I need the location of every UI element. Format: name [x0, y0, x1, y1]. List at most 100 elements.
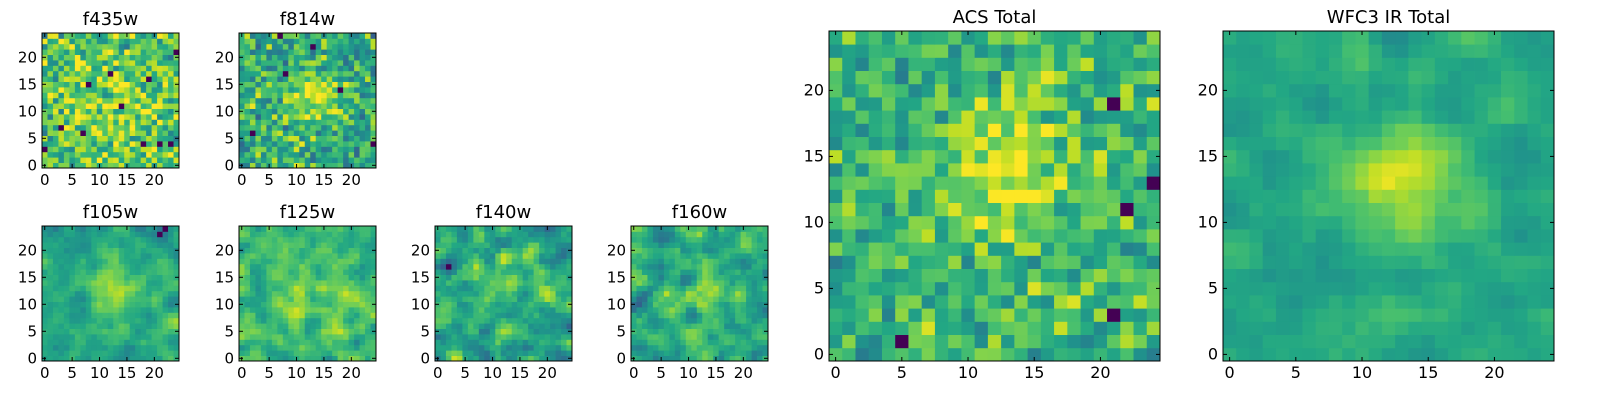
heatmap-cell — [987, 44, 1002, 58]
heatmap-cell — [47, 274, 54, 281]
heatmap-cell — [69, 70, 76, 77]
heatmap-cell — [277, 247, 284, 254]
heatmap-cell — [762, 280, 769, 286]
heatmap-cell — [528, 296, 535, 302]
heatmap-cell — [343, 54, 349, 61]
heatmap-cell — [1027, 215, 1042, 230]
heatmap-cell — [544, 307, 551, 313]
heatmap-cell — [435, 231, 441, 238]
heatmap-cell — [631, 253, 637, 259]
heatmap-cell — [173, 60, 180, 66]
heatmap-cell — [162, 280, 169, 286]
heatmap-cell — [113, 253, 120, 259]
heatmap-cell — [63, 141, 70, 147]
heatmap-cell — [961, 334, 976, 349]
heatmap-cell — [310, 114, 317, 120]
heatmap-cell — [663, 350, 670, 356]
heatmap-cell — [669, 242, 676, 248]
heatmap-cell — [456, 226, 463, 232]
heatmap-cell — [680, 296, 687, 302]
heatmap-cell — [462, 290, 469, 297]
heatmap-cell — [359, 355, 366, 362]
heatmap-cell — [85, 236, 92, 243]
heatmap-cell — [1067, 110, 1081, 124]
heatmap-cell — [310, 119, 317, 126]
heatmap-cell — [934, 31, 949, 45]
heatmap-cell — [473, 269, 480, 275]
heatmap-cell — [685, 258, 692, 265]
heatmap-cell — [1262, 347, 1277, 362]
heatmap-cell — [266, 119, 273, 126]
heatmap-cell — [1223, 321, 1237, 335]
heatmap-cell — [1487, 202, 1502, 217]
heatmap-cell — [555, 355, 562, 362]
heatmap-cell — [124, 312, 131, 319]
heatmap-cell — [282, 151, 289, 158]
heatmap-cell — [729, 290, 736, 297]
heatmap-cell — [1120, 229, 1134, 243]
heatmap-cell — [561, 274, 567, 281]
heatmap-cell — [151, 38, 158, 45]
heatmap-cell — [1080, 176, 1095, 190]
heatmap-cell — [1408, 334, 1422, 349]
heatmap-cell — [85, 328, 92, 335]
heatmap-cell — [337, 280, 344, 286]
heatmap-cell — [52, 296, 59, 302]
heatmap-cell — [343, 317, 349, 324]
heatmap-cell — [961, 57, 976, 71]
heatmap-cell — [151, 141, 158, 147]
heatmap-cell — [467, 236, 474, 243]
heatmap-cell — [52, 130, 59, 136]
heatmap-cell — [1461, 202, 1475, 217]
heatmap-cell — [173, 65, 180, 72]
heatmap-cell — [293, 135, 300, 142]
heatmap-cell — [1080, 202, 1095, 217]
heatmap-cell — [1328, 281, 1343, 296]
heatmap-cell — [85, 130, 92, 136]
heatmap-cell — [52, 307, 59, 313]
heatmap-cell — [293, 76, 300, 82]
heatmap-cell — [332, 312, 339, 319]
heatmap-cell — [1514, 255, 1528, 269]
heatmap-cell — [135, 146, 142, 153]
heatmap-cell — [1093, 321, 1108, 335]
heatmap-cell — [74, 97, 81, 104]
heatmap-cell — [348, 236, 355, 243]
heatmap-cell — [921, 110, 936, 124]
heatmap-cell — [1289, 281, 1303, 296]
heatmap-cell — [440, 355, 447, 362]
heatmap-cell — [647, 242, 654, 248]
heatmap-cell — [63, 339, 70, 346]
heatmap-cell — [288, 328, 295, 335]
heatmap-cell — [244, 162, 251, 169]
heatmap-cell — [1381, 215, 1396, 230]
heatmap-cell — [343, 263, 349, 270]
heatmap-cell — [1368, 242, 1383, 256]
heatmap-cell — [478, 301, 485, 308]
heatmap-cell — [829, 268, 843, 283]
heatmap-cell — [456, 280, 463, 286]
heatmap-cell — [293, 87, 300, 93]
heatmap-cell — [1315, 255, 1330, 269]
x-tick-label: 20 — [734, 364, 753, 382]
heatmap-cell — [129, 285, 136, 292]
heatmap-cell — [315, 103, 322, 109]
heatmap-cell — [533, 242, 540, 248]
heatmap-cell — [80, 130, 87, 136]
heatmap-cell — [85, 65, 92, 72]
heatmap-cell — [96, 130, 103, 136]
heatmap-cell — [260, 247, 267, 254]
heatmap-cell — [658, 344, 665, 351]
heatmap-cell — [680, 312, 687, 319]
heatmap-cell — [151, 124, 158, 131]
heatmap-cell — [129, 130, 136, 136]
heatmap-cell — [162, 43, 169, 50]
heatmap-cell — [315, 231, 322, 238]
heatmap-cell — [974, 281, 989, 296]
heatmap-cell — [921, 163, 936, 177]
heatmap-cell — [631, 290, 637, 297]
heatmap-cell — [315, 49, 322, 55]
heatmap-cell — [921, 189, 936, 203]
heatmap-cell — [151, 296, 158, 302]
heatmap-cell — [1001, 57, 1015, 71]
